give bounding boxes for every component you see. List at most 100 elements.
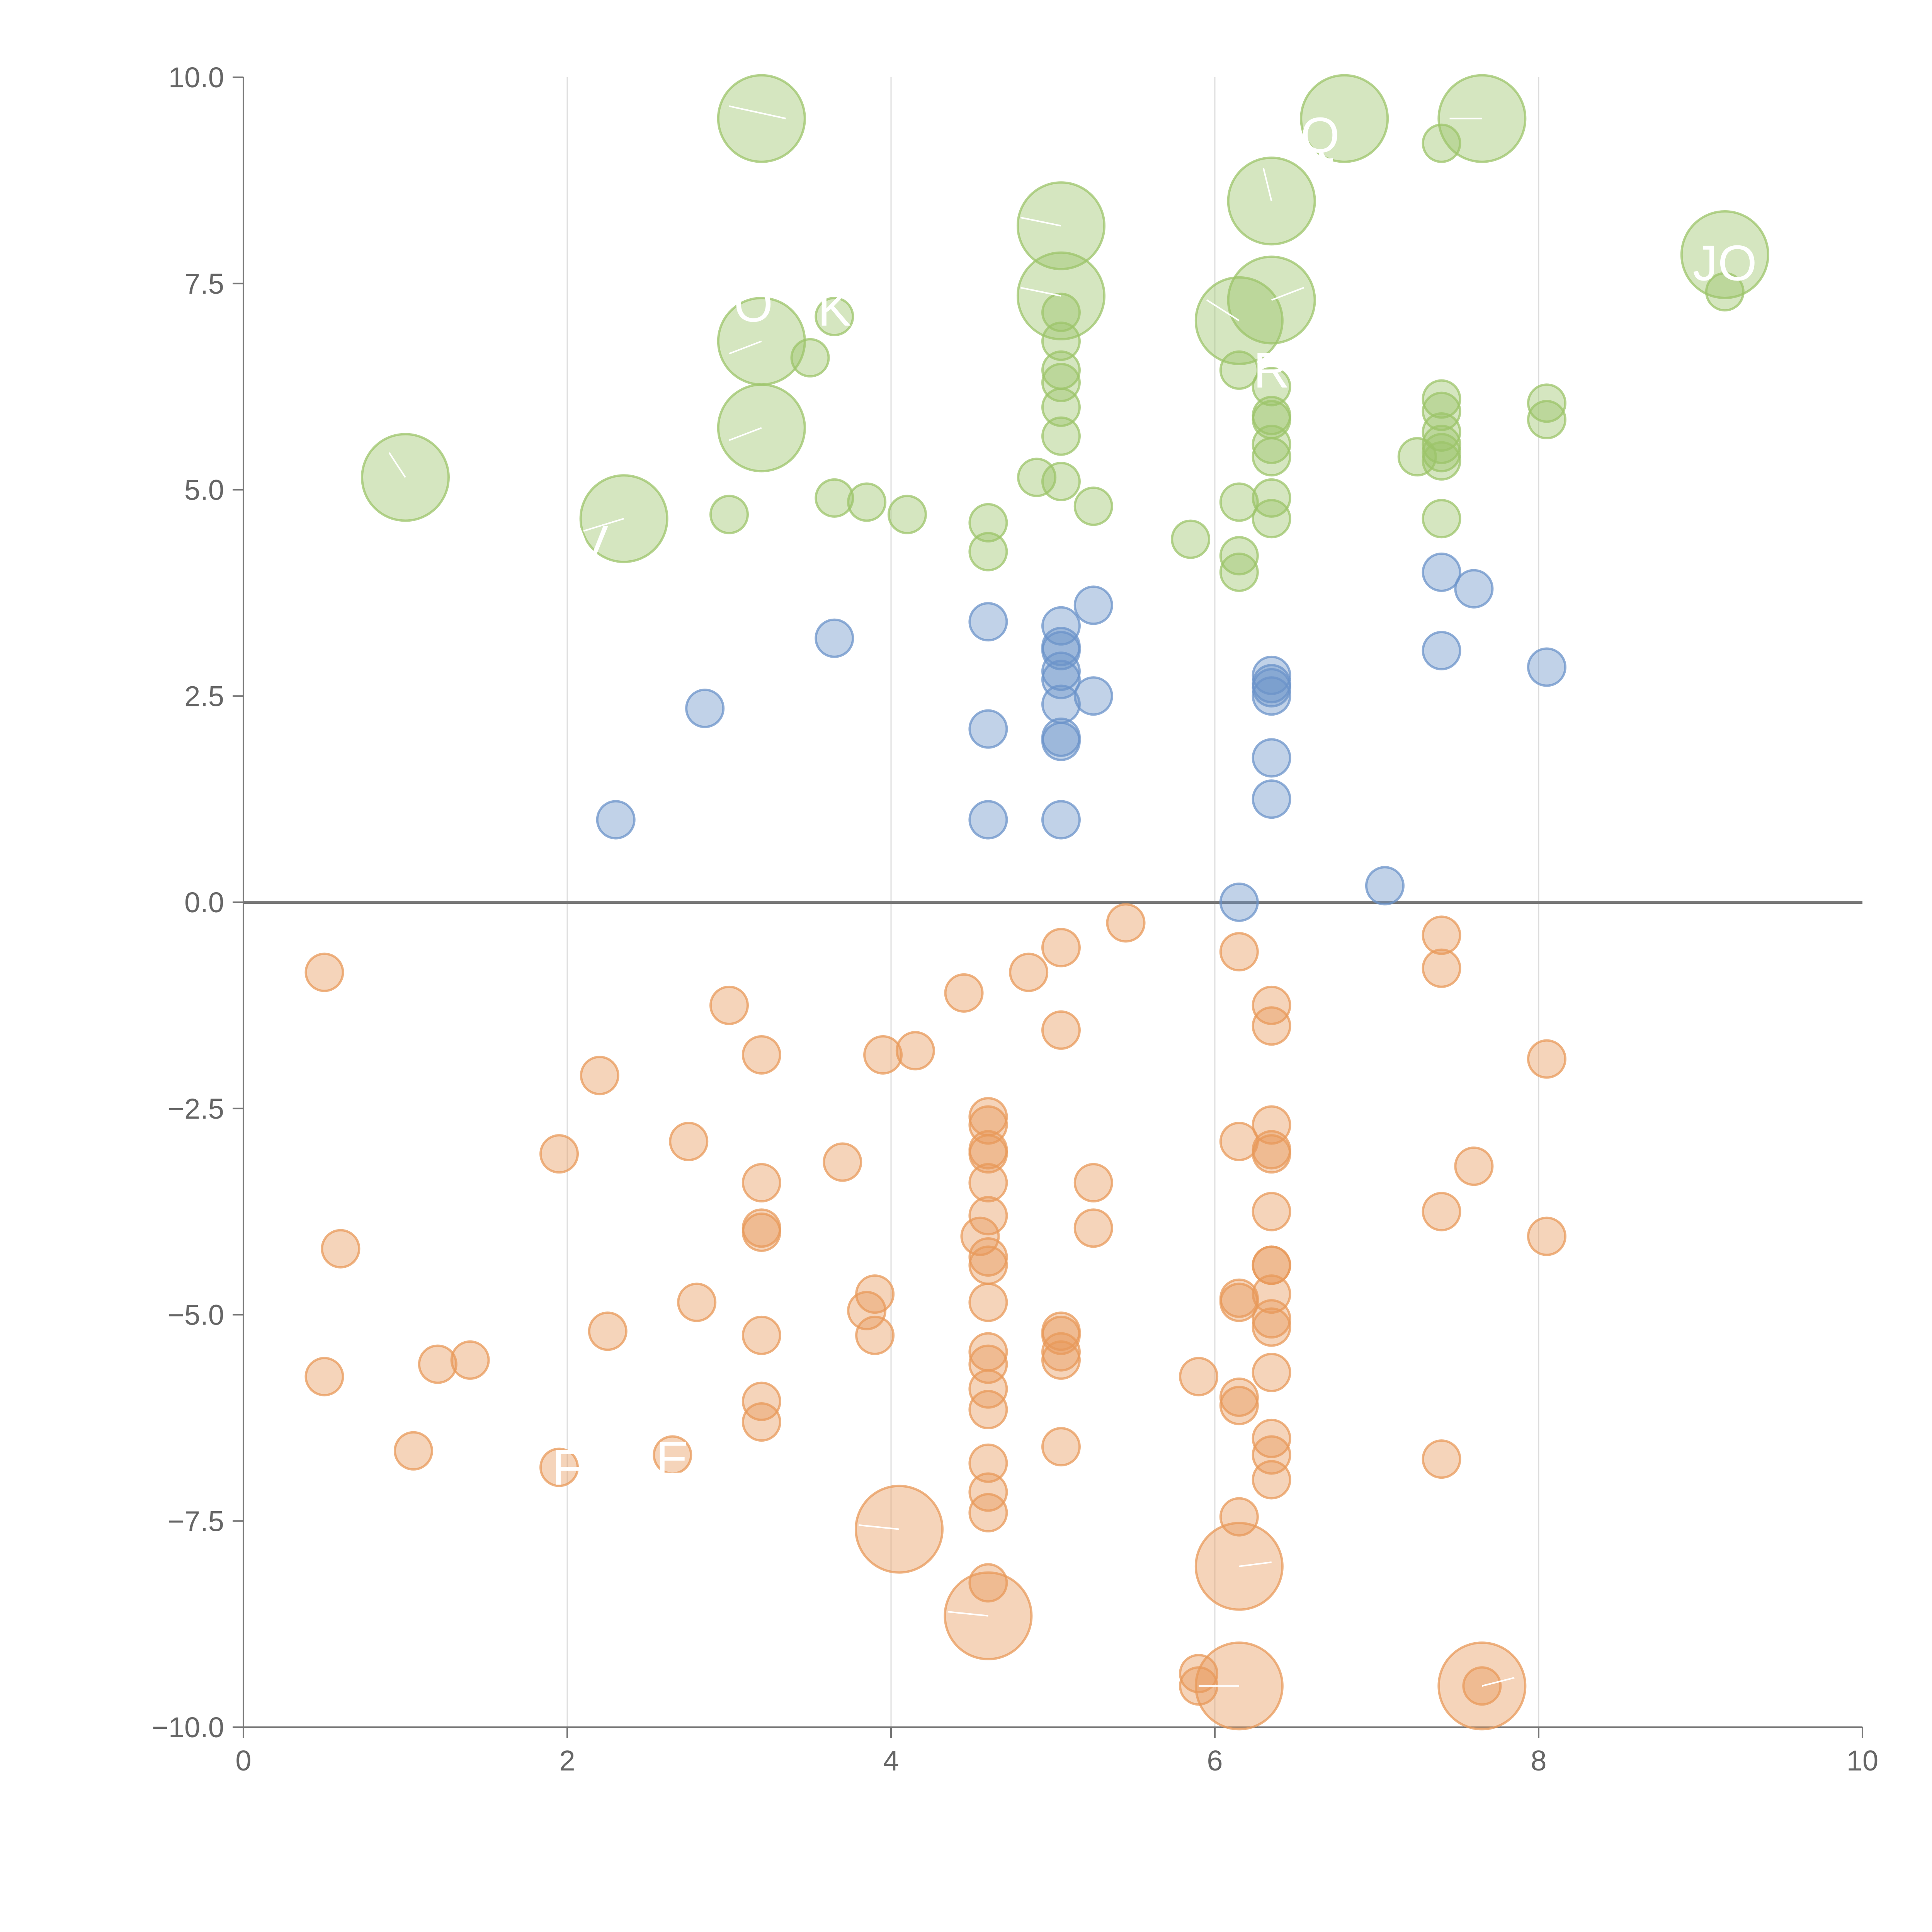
y-tick-label: 7.5 (184, 268, 224, 300)
green-point (1422, 425, 1461, 464)
green-point (847, 482, 887, 522)
annotation-leader-line (729, 340, 762, 355)
orange-point (847, 1291, 887, 1330)
x-tick-label: 6 (1207, 1745, 1223, 1777)
orange-point (944, 973, 984, 1013)
orange-point (1527, 1039, 1566, 1079)
x-tick-label: 10 (1847, 1745, 1878, 1777)
orange-point (1219, 1497, 1259, 1537)
orange-point (1252, 1460, 1291, 1500)
annotation-leader-line (1020, 287, 1061, 297)
green-point (1527, 383, 1566, 423)
annotations: E Q JO O K R V F E (388, 90, 1757, 1687)
axes: 0 2 4 6 8 10 −10.0 −7.5 −5.0 −2.5 0.0 2.5 5.0 7.5 10.0 (152, 61, 1878, 1777)
y-tick-label: −5.0 (168, 1299, 224, 1331)
orange-point (1041, 1340, 1081, 1380)
green-point (1041, 388, 1081, 427)
orange-point (742, 1213, 781, 1252)
green-point (1705, 272, 1745, 312)
orange-point (968, 1369, 1008, 1409)
annotation-leader-line (1271, 287, 1304, 301)
green-point (1252, 367, 1291, 406)
annotation-leader-line (1020, 216, 1061, 227)
orange-point (1252, 1418, 1291, 1458)
orange-point (321, 1229, 361, 1269)
orange-point (1219, 1378, 1259, 1417)
orange-point (653, 1435, 692, 1475)
orange-point (418, 1344, 457, 1384)
orange-point (393, 1431, 433, 1471)
orange-point (1252, 1299, 1291, 1339)
y-tick-label: −2.5 (168, 1093, 224, 1125)
annotation-leader-line (729, 427, 762, 441)
orange-point (1041, 1332, 1081, 1372)
annotation-leader-line (583, 518, 624, 532)
green-point (1252, 478, 1291, 518)
blue-point (968, 800, 1008, 840)
green-point (1252, 499, 1291, 539)
green-point (1041, 462, 1081, 502)
annotation-leader-line (1206, 299, 1240, 321)
green-point (1252, 437, 1291, 477)
green-point (1219, 536, 1259, 576)
orange-point (1179, 1357, 1219, 1396)
annotation-leader-line (1262, 168, 1272, 201)
green-point (1041, 416, 1081, 456)
orange-point (1219, 932, 1259, 972)
orange-point (1252, 1352, 1291, 1392)
orange-point (1252, 1006, 1291, 1046)
orange-point (539, 1447, 579, 1487)
orange-point (742, 1402, 781, 1442)
x-tick-label: 0 (235, 1745, 251, 1777)
x-tick-label: 4 (883, 1745, 899, 1777)
orange-point (823, 1142, 862, 1182)
blue-point (1041, 684, 1081, 724)
orange-point (539, 1134, 579, 1174)
green-point (1422, 123, 1461, 163)
blue-point (685, 689, 725, 728)
green-point (1171, 519, 1211, 559)
green-point (968, 532, 1008, 571)
y-tick-label: 10.0 (168, 61, 224, 94)
blue-point (1041, 800, 1081, 840)
annotation-leader-line (729, 105, 786, 119)
orange-point (1041, 1427, 1081, 1467)
orange-point (742, 1035, 781, 1075)
blue-point (1252, 655, 1291, 695)
green-point (1219, 553, 1259, 592)
blue-point (1422, 553, 1461, 592)
orange-point (1252, 985, 1291, 1025)
y-tick-label: −10.0 (152, 1711, 224, 1743)
annotation-leader-line (1239, 1561, 1272, 1567)
green-point (1422, 499, 1461, 539)
orange-point (742, 1381, 781, 1421)
y-tick-label: 0.0 (184, 886, 224, 918)
orange-point (863, 1035, 903, 1075)
green-point (1041, 321, 1081, 361)
orange-point (669, 1122, 709, 1162)
orange-point (855, 1315, 895, 1355)
green-point (1041, 293, 1081, 332)
green-point (968, 503, 1008, 543)
point-annotation: F (552, 1439, 582, 1495)
green-point (1422, 412, 1461, 452)
x-tick-label: 8 (1531, 1745, 1546, 1777)
orange-point (1073, 1208, 1113, 1248)
green-point (717, 74, 806, 163)
y-tick-label: 2.5 (184, 680, 224, 712)
orange-point (588, 1311, 628, 1351)
blue-point (1041, 721, 1081, 761)
annotation-leader-line (388, 452, 406, 478)
orange-point (968, 1282, 1008, 1322)
blue-point (1073, 676, 1113, 716)
blue-point (1041, 651, 1081, 691)
orange-point (1073, 1163, 1113, 1202)
orange-point (1422, 1192, 1461, 1231)
orange-point (1422, 948, 1461, 988)
orange-point (968, 1163, 1008, 1202)
green-point (1300, 74, 1389, 163)
green-point (1422, 433, 1461, 473)
blue-point (1527, 647, 1566, 687)
orange-point (895, 1031, 935, 1071)
